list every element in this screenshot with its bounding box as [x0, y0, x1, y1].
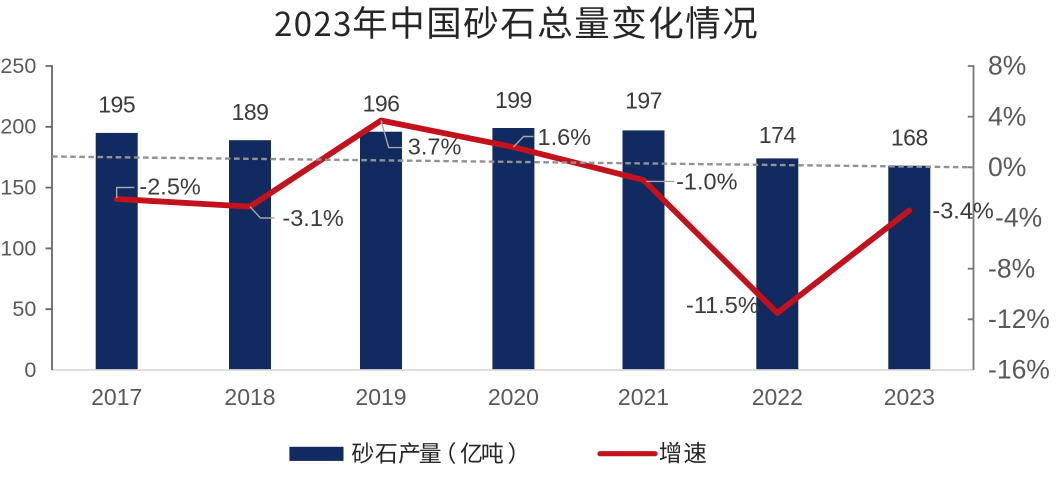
svg-text:250: 250: [0, 54, 36, 78]
svg-text:-3.4%: -3.4%: [932, 198, 993, 224]
svg-text:-1.0%: -1.0%: [676, 169, 737, 195]
svg-text:0%: 0%: [988, 152, 1026, 182]
svg-text:8%: 8%: [988, 51, 1026, 81]
svg-text:-11.5%: -11.5%: [686, 292, 759, 318]
svg-text:-16%: -16%: [988, 355, 1050, 385]
svg-text:189: 189: [232, 99, 269, 125]
svg-text:-4%: -4%: [995, 203, 1042, 233]
svg-text:150: 150: [0, 176, 36, 200]
svg-text:2023: 2023: [884, 384, 935, 410]
svg-text:100: 100: [0, 236, 36, 260]
svg-text:-12%: -12%: [988, 304, 1050, 334]
svg-text:0: 0: [24, 358, 36, 382]
svg-text:199: 199: [495, 87, 532, 113]
svg-text:2021: 2021: [618, 384, 669, 410]
svg-text:197: 197: [625, 88, 662, 114]
svg-text:-8%: -8%: [988, 253, 1035, 283]
svg-text:196: 196: [363, 91, 400, 117]
svg-text:1.6%: 1.6%: [538, 124, 592, 150]
svg-text:-3.1%: -3.1%: [282, 205, 343, 231]
svg-text:4%: 4%: [988, 101, 1026, 131]
svg-text:50: 50: [12, 297, 36, 321]
svg-text:2017: 2017: [91, 384, 142, 410]
svg-text:2020: 2020: [488, 384, 539, 410]
svg-text:168: 168: [891, 125, 928, 151]
svg-text:174: 174: [759, 122, 797, 148]
svg-text:2018: 2018: [224, 384, 275, 410]
svg-text:195: 195: [98, 91, 135, 117]
svg-text:-2.5%: -2.5%: [139, 174, 200, 200]
svg-text:2022: 2022: [752, 384, 803, 410]
svg-text:200: 200: [0, 115, 36, 139]
svg-text:2019: 2019: [355, 384, 406, 410]
svg-text:3.7%: 3.7%: [408, 134, 462, 160]
